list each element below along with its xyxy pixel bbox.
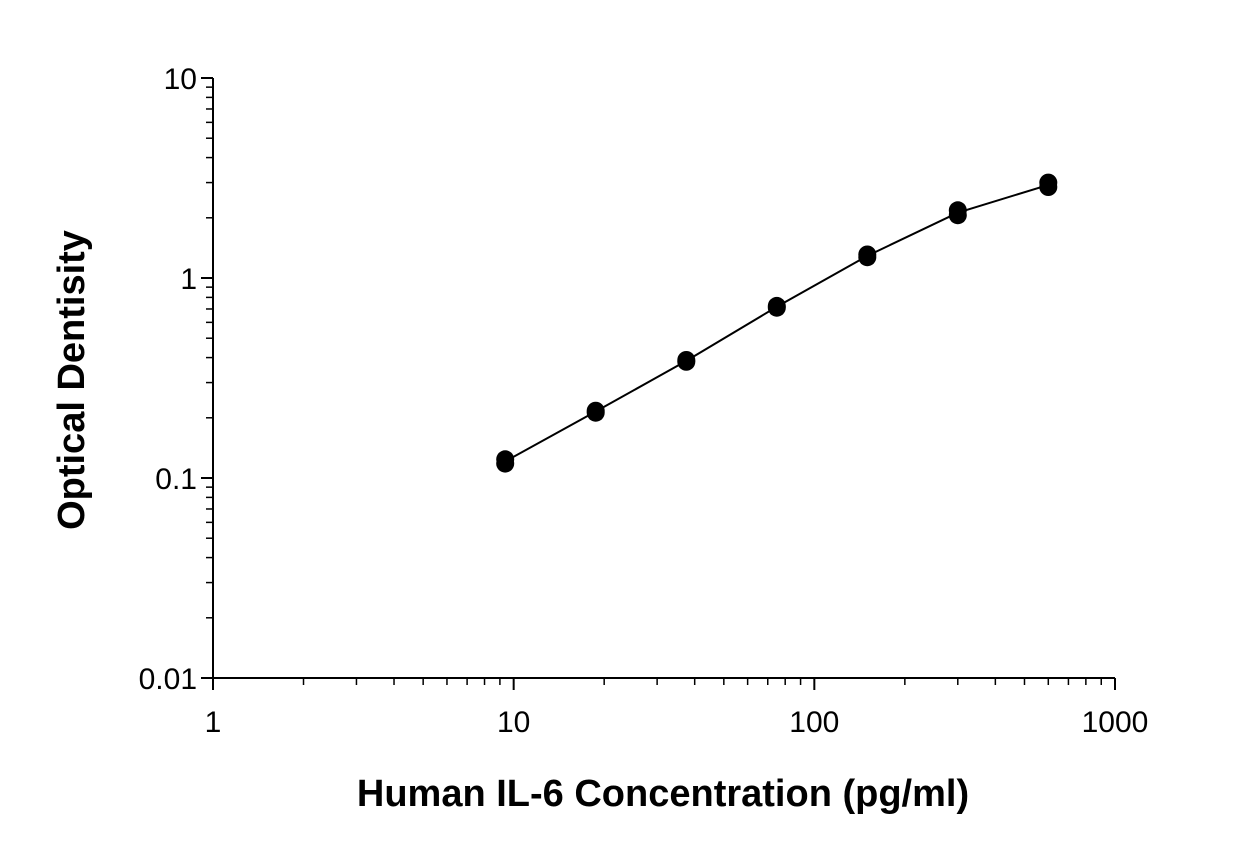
fit-curve: [504, 183, 1049, 463]
data-points: [496, 173, 1058, 473]
x-axis-title: Human IL-6 Concentration (pg/ml): [357, 773, 969, 815]
data-point: [858, 245, 877, 264]
x-tick-label: 10: [497, 706, 530, 739]
data-point: [677, 351, 696, 369]
data-point: [586, 401, 605, 420]
tick-labels: 1 10 100 1000 0.01 0.1 1 10: [139, 63, 1149, 739]
data-point: [948, 201, 967, 220]
fit-curve-group: [504, 183, 1049, 463]
x-tick-label: 100: [789, 706, 839, 739]
x-tick-label: 1000: [1082, 706, 1149, 739]
y-tick-label: 1: [180, 263, 197, 296]
y-tick-label: 10: [164, 63, 197, 96]
ticks: [201, 77, 1116, 690]
axes: [212, 78, 1115, 679]
x-tick-label: 1: [205, 706, 222, 739]
data-point: [496, 450, 515, 469]
data-point: [1039, 173, 1058, 192]
y-tick-label: 0.1: [155, 463, 197, 496]
data-point: [767, 296, 786, 315]
y-axis-title: Optical Dentisity: [51, 230, 93, 530]
y-tick-label: 0.01: [139, 663, 197, 696]
